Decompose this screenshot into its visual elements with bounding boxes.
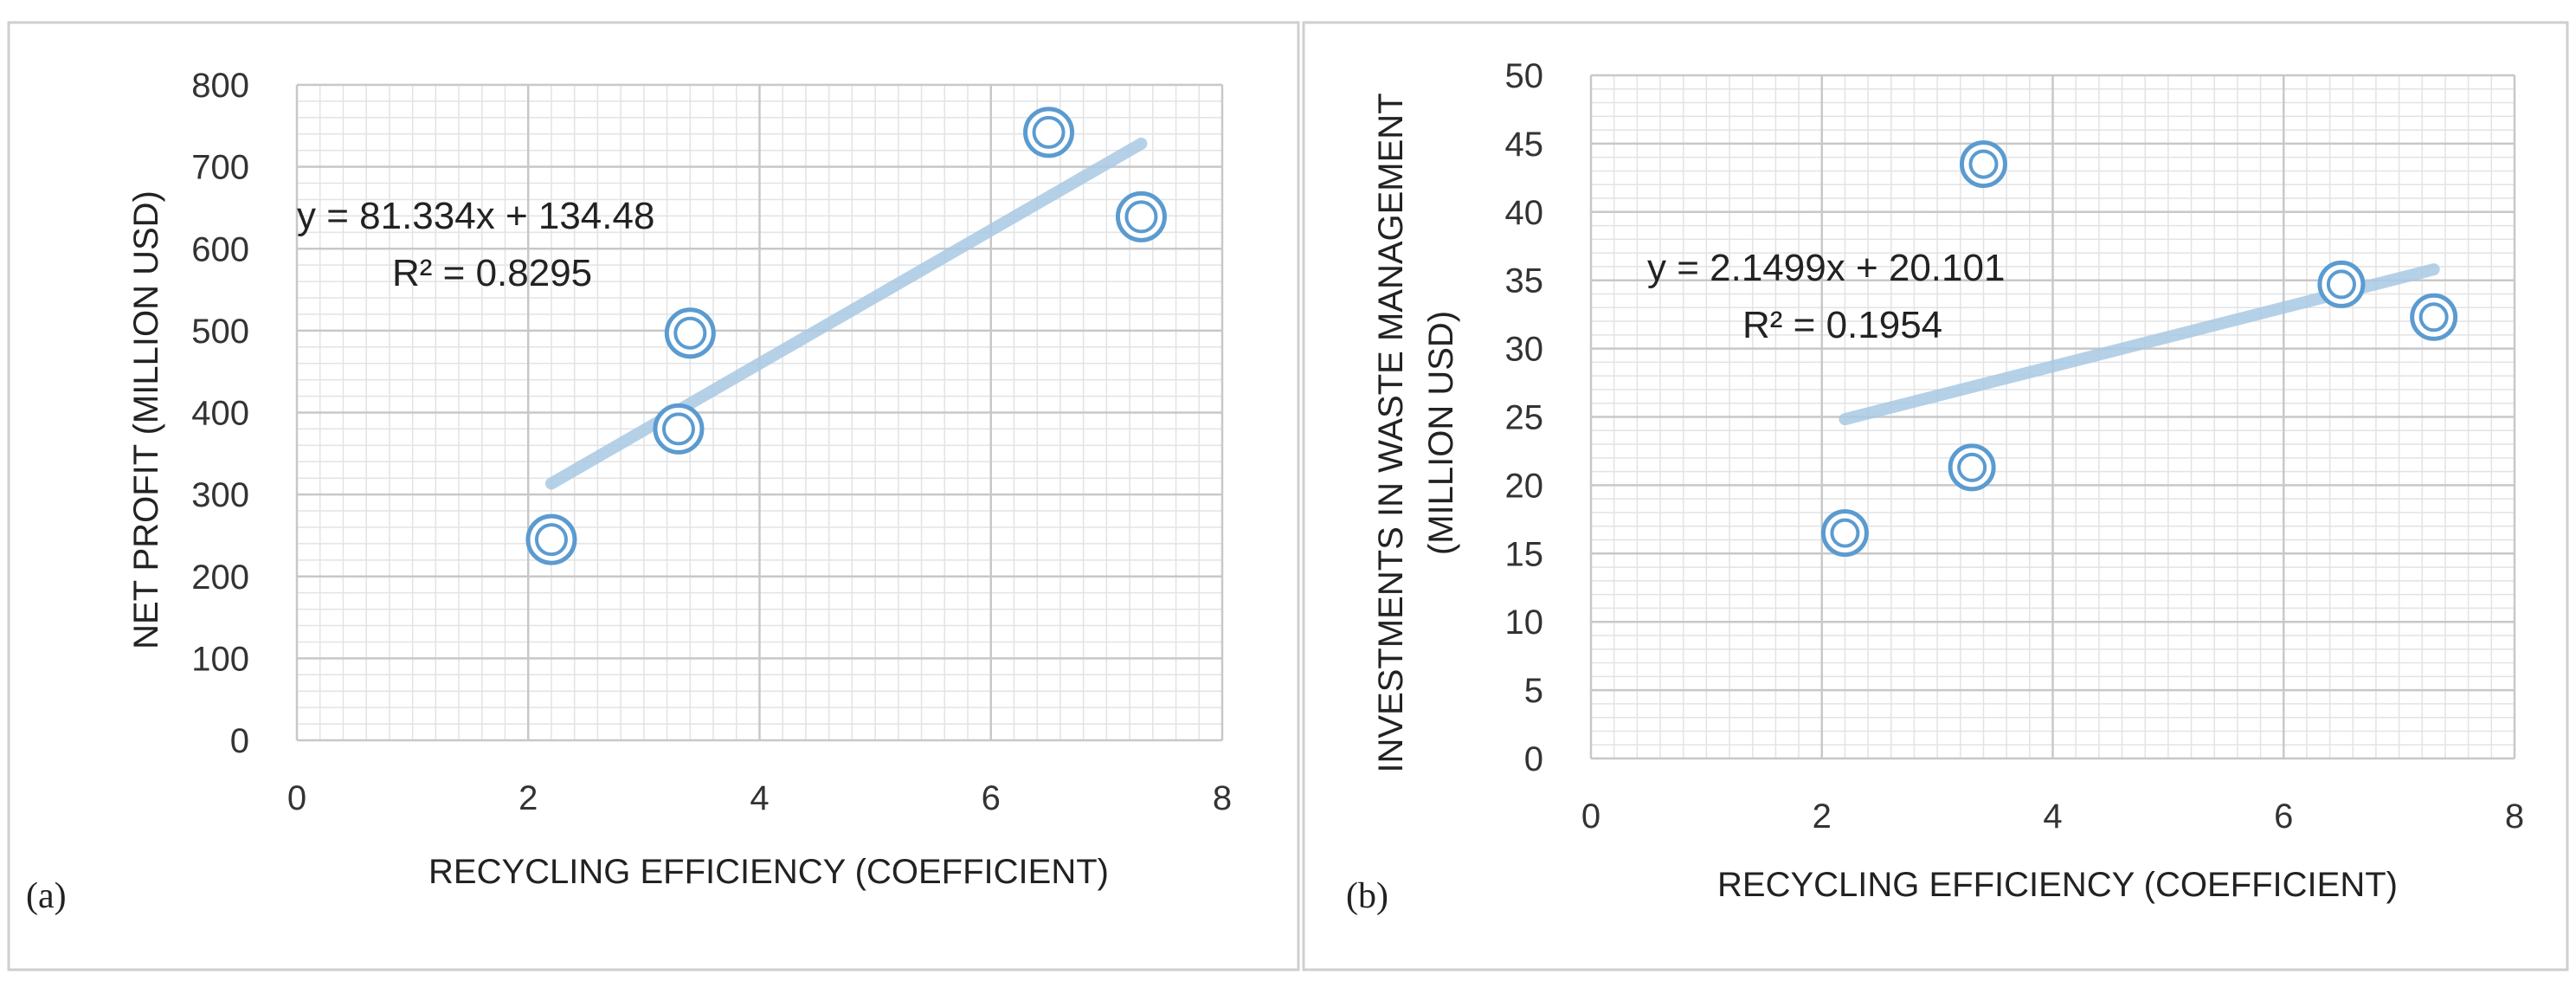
panel-a-x-tick-label: 0 bbox=[287, 779, 306, 817]
panel-a-y-tick-label: 500 bbox=[191, 313, 249, 351]
panel-a-trendline-layer bbox=[544, 137, 1148, 490]
panel-b-frame bbox=[1302, 21, 2569, 971]
panel-b-x-tick-label: 6 bbox=[2274, 797, 2293, 836]
panel-b-y-tick-label: 35 bbox=[1505, 262, 1544, 300]
panel-b-chart: 0 5 10 15 20 25 30 35 40 45 50 0 2 4 6 8 y = 2.1499x +… bbox=[1346, 57, 2524, 916]
panel-b-y-tick-label: 10 bbox=[1505, 603, 1544, 642]
panel-a-data-point-inner-ring bbox=[1124, 200, 1158, 234]
panel-a-y-axis-title: NET PROFIT (MILLION USD) bbox=[127, 190, 165, 649]
panel-b-y-tick-label: 45 bbox=[1505, 126, 1544, 164]
panel-a-data-point bbox=[1115, 190, 1167, 242]
panel-a-data-point bbox=[525, 513, 577, 565]
panel-b-points bbox=[1820, 140, 2458, 558]
panel-a-y-tick-label: 700 bbox=[191, 149, 249, 187]
panel-b-y-tick-label: 5 bbox=[1524, 672, 1543, 710]
panel-a-r-squared: R² = 0.8295 bbox=[392, 252, 592, 294]
panel-b-data-point-inner-ring bbox=[1830, 518, 1860, 548]
panel-b-data-point-inner-ring bbox=[2418, 302, 2449, 332]
panel-b-data-point-inner-ring bbox=[1957, 452, 1987, 482]
panel-b-y-ticks: 0 5 10 15 20 25 30 35 40 45 50 bbox=[1505, 57, 1544, 778]
panel-b-y-tick-label: 15 bbox=[1505, 535, 1544, 573]
panel-a-y-tick-label: 600 bbox=[191, 230, 249, 268]
panel-b-grid bbox=[1589, 74, 2516, 760]
panel-b-x-tick-label: 2 bbox=[1813, 797, 1832, 836]
panel-b-data-point bbox=[2317, 260, 2366, 308]
panel-a-y-ticks: 0 100 200 300 400 500 600 700 800 bbox=[191, 67, 249, 760]
panel-b-y-tick-label: 30 bbox=[1505, 331, 1544, 369]
panel-a-data-point-inner-ring bbox=[661, 412, 695, 446]
panel-a-y-tick-label: 800 bbox=[191, 67, 249, 105]
panel-b-x-tick-label: 4 bbox=[2043, 797, 2062, 836]
panel-b-data-point bbox=[2410, 293, 2458, 341]
panel-b-x-axis-title: RECYCLING EFFICIENCY (COEFFICIENT) bbox=[1717, 866, 2398, 904]
panel-b-data-point bbox=[1948, 443, 1996, 492]
panel-b-x-tick-label: 8 bbox=[2505, 797, 2524, 836]
panel-a-data-point-inner-ring bbox=[673, 316, 707, 350]
panel-b-y-tick-label: 20 bbox=[1505, 467, 1544, 505]
panel-a-data-point-inner-ring bbox=[534, 523, 568, 557]
panel-a-y-tick-label: 300 bbox=[191, 476, 249, 514]
panel-b-y-axis-title-line-2: (MILLION USD) bbox=[1422, 311, 1460, 555]
panel-a-y-tick-label: 400 bbox=[191, 395, 249, 433]
panel-a-x-tick-label: 6 bbox=[982, 779, 1001, 817]
panel-a-x-tick-label: 4 bbox=[750, 779, 769, 817]
panel-a-data-point bbox=[1023, 106, 1075, 158]
panel-b-label: (b) bbox=[1346, 876, 1388, 916]
panel-b-data-point-inner-ring bbox=[2326, 269, 2356, 300]
panel-a-x-tick-label: 2 bbox=[518, 779, 538, 817]
panel-a-data-point bbox=[664, 307, 716, 359]
panel-b-y-tick-label: 0 bbox=[1524, 740, 1543, 778]
panel-a-y-tick-label: 0 bbox=[230, 722, 249, 760]
panel-a-chart: 0 100 200 300 400 500 600 700 800 0 2 4 6 8 y = 81.3… bbox=[26, 67, 1232, 916]
panel-b-data-point bbox=[1959, 140, 2007, 189]
panel-a-trendline bbox=[544, 137, 1148, 490]
panel-a-data-point-inner-ring bbox=[1032, 115, 1066, 149]
panel-b-y-tick-label: 40 bbox=[1505, 194, 1544, 232]
panel-b-x-tick-label: 0 bbox=[1581, 797, 1600, 836]
panel-b-y-axis-title-line-1: INVESTMENTS IN WASTE MANAGEMENT bbox=[1372, 93, 1410, 772]
panel-b-data-point-inner-ring bbox=[1968, 149, 1999, 179]
panel-a-points bbox=[525, 106, 1167, 565]
panel-a-y-tick-label: 100 bbox=[191, 640, 249, 678]
panel-a-x-ticks: 0 2 4 6 8 bbox=[287, 779, 1232, 817]
panel-b-x-ticks: 0 2 4 6 8 bbox=[1581, 797, 2524, 836]
panel-b-r-squared: R² = 0.1954 bbox=[1742, 304, 1942, 346]
panel-a-y-tick-label: 200 bbox=[191, 558, 249, 597]
panel-a-data-point bbox=[653, 403, 705, 455]
panel-b-equation: y = 2.1499x + 20.101 bbox=[1647, 247, 2005, 289]
panel-a-grid bbox=[295, 83, 1224, 742]
panel-a-label: (a) bbox=[26, 876, 67, 916]
panel-b-data-point bbox=[1820, 509, 1869, 558]
panel-a-x-tick-label: 8 bbox=[1213, 779, 1232, 817]
panel-a-x-axis-title: RECYCLING EFFICIENCY (COEFFICIENT) bbox=[428, 853, 1109, 891]
panel-b-y-tick-label: 50 bbox=[1505, 57, 1544, 95]
panel-b-y-tick-label: 25 bbox=[1505, 399, 1544, 437]
panel-a-equation: y = 81.334x + 134.48 bbox=[297, 195, 654, 237]
